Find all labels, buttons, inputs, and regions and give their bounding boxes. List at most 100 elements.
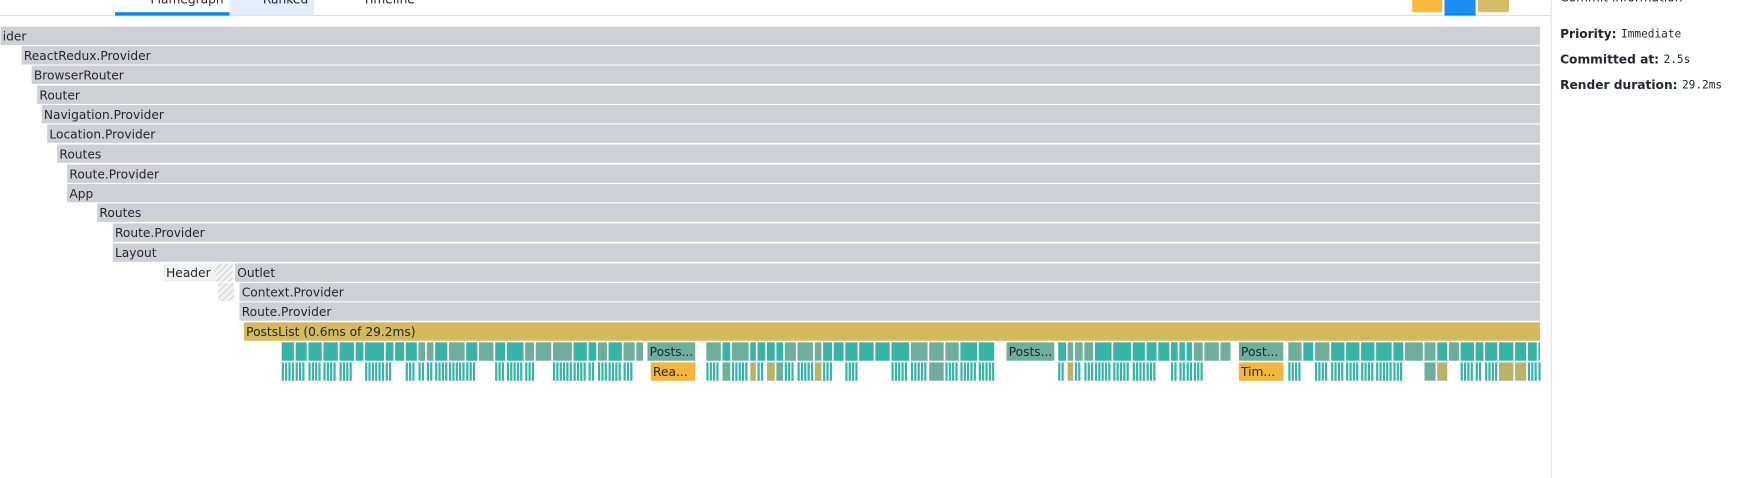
child-node[interactable] — [559, 362, 562, 381]
child-node[interactable] — [1321, 362, 1324, 381]
child-node[interactable] — [556, 362, 559, 381]
child-node[interactable] — [435, 362, 438, 381]
child-node[interactable] — [445, 362, 448, 381]
child-node[interactable] — [1314, 342, 1330, 361]
child-node[interactable] — [647, 342, 696, 361]
child-node[interactable] — [495, 342, 506, 361]
child-node[interactable] — [855, 362, 858, 381]
child-node[interactable] — [1331, 362, 1334, 381]
child-node[interactable] — [1113, 362, 1116, 381]
flame-node[interactable] — [21, 46, 1541, 65]
child-node[interactable] — [1437, 362, 1448, 381]
child-node[interactable] — [1460, 362, 1463, 381]
child-node[interactable] — [1405, 342, 1423, 361]
child-node[interactable] — [1334, 362, 1337, 381]
child-node[interactable] — [1074, 362, 1078, 381]
child-node[interactable] — [472, 362, 476, 381]
child-node[interactable] — [1346, 342, 1360, 361]
child-node[interactable] — [1238, 362, 1284, 381]
child-node[interactable] — [1094, 362, 1098, 381]
child-node[interactable] — [1204, 342, 1219, 361]
child-node[interactable] — [1361, 342, 1375, 361]
child-node[interactable] — [706, 362, 709, 381]
child-node[interactable] — [516, 362, 520, 381]
child-node[interactable] — [608, 362, 611, 381]
child-node[interactable] — [904, 362, 908, 381]
child-node[interactable] — [738, 362, 741, 381]
child-node[interactable] — [1364, 362, 1367, 381]
child-node[interactable] — [597, 342, 607, 361]
child-node[interactable] — [388, 362, 392, 381]
child-node[interactable] — [281, 342, 294, 361]
child-node[interactable] — [623, 342, 635, 361]
child-node[interactable] — [859, 342, 874, 361]
child-node[interactable] — [1352, 362, 1356, 381]
child-node[interactable] — [495, 362, 498, 381]
child-node[interactable] — [1179, 342, 1185, 361]
child-node[interactable] — [412, 362, 415, 381]
child-node[interactable] — [791, 362, 794, 381]
child-node[interactable] — [525, 342, 535, 361]
child-node[interactable] — [339, 342, 354, 361]
child-node[interactable] — [797, 342, 814, 361]
flame-node[interactable] — [37, 85, 1541, 104]
child-node[interactable] — [988, 362, 991, 381]
child-node[interactable] — [573, 342, 587, 361]
child-node[interactable] — [608, 342, 622, 361]
child-node[interactable] — [1515, 362, 1527, 381]
child-node[interactable] — [1356, 362, 1359, 381]
child-node[interactable] — [1132, 342, 1145, 361]
child-node[interactable] — [978, 362, 981, 381]
child-node[interactable] — [326, 362, 329, 381]
child-node[interactable] — [1146, 342, 1157, 361]
flame-node[interactable] — [112, 243, 1541, 262]
child-node[interactable] — [1153, 362, 1156, 381]
child-node[interactable] — [623, 362, 626, 381]
flame-node[interactable] — [112, 223, 1541, 242]
child-node[interactable] — [1113, 342, 1132, 361]
child-node[interactable] — [1179, 362, 1182, 381]
child-node[interactable] — [1094, 342, 1112, 361]
child-node[interactable] — [580, 362, 583, 381]
child-node[interactable] — [1460, 342, 1474, 361]
child-node[interactable] — [591, 362, 595, 381]
child-node[interactable] — [920, 362, 924, 381]
child-node[interactable] — [1189, 362, 1193, 381]
child-node[interactable] — [1324, 362, 1328, 381]
child-node[interactable] — [970, 362, 973, 381]
child-node[interactable] — [760, 362, 764, 381]
child-node[interactable] — [1288, 362, 1291, 381]
child-node[interactable] — [426, 342, 434, 361]
child-node[interactable] — [1331, 342, 1345, 361]
child-node[interactable] — [421, 362, 425, 381]
child-node[interactable] — [985, 362, 988, 381]
flame-node[interactable] — [67, 164, 1541, 183]
child-node[interactable] — [1119, 362, 1123, 381]
child-node[interactable] — [330, 362, 333, 381]
child-node[interactable] — [1200, 362, 1203, 381]
child-node[interactable] — [323, 362, 326, 381]
child-node[interactable] — [1475, 342, 1484, 361]
child-node[interactable] — [1158, 342, 1170, 361]
child-node[interactable] — [528, 362, 531, 381]
child-node[interactable] — [1389, 362, 1392, 381]
child-node[interactable] — [910, 342, 928, 361]
child-node[interactable] — [315, 362, 318, 381]
child-node[interactable] — [285, 362, 288, 381]
child-node[interactable] — [1139, 362, 1142, 381]
child-node[interactable] — [1294, 362, 1298, 381]
child-node[interactable] — [826, 362, 829, 381]
child-node[interactable] — [479, 342, 494, 361]
child-node[interactable] — [455, 362, 458, 381]
flame-node[interactable] — [162, 263, 217, 282]
child-node[interactable] — [1116, 362, 1119, 381]
flame-node[interactable] — [243, 322, 1541, 341]
child-node[interactable] — [1291, 362, 1294, 381]
child-node[interactable] — [1174, 362, 1177, 381]
flame-node[interactable] — [235, 263, 1541, 282]
child-node[interactable] — [1485, 342, 1498, 361]
child-node[interactable] — [713, 362, 716, 381]
child-node[interactable] — [395, 342, 405, 361]
child-node[interactable] — [1126, 362, 1129, 381]
child-node[interactable] — [449, 342, 465, 361]
